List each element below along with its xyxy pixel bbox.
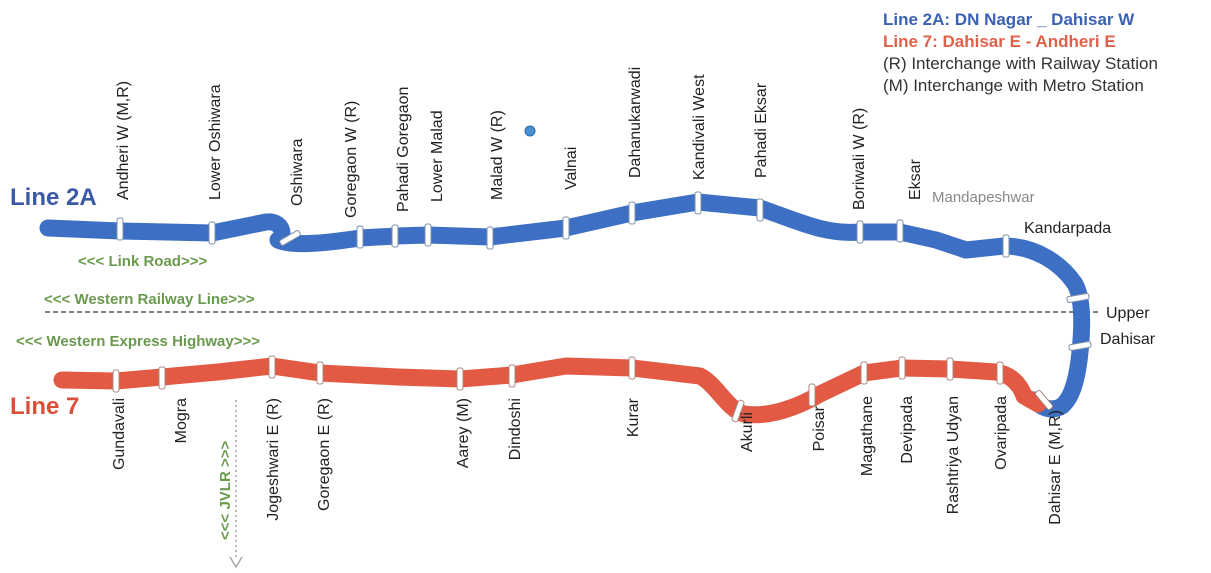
station-label-7: Magathane <box>859 396 876 476</box>
station-label-7: Goregaon E (R) <box>316 398 333 511</box>
station-tick-2a <box>628 201 636 225</box>
station-label-2a: Lower Malad <box>429 110 446 202</box>
station-tick-2a <box>896 219 904 243</box>
station-tick-2a <box>1066 292 1090 304</box>
station-tick-2a <box>356 225 364 249</box>
station-tick-2a <box>562 216 570 240</box>
station-tick-7 <box>456 367 464 391</box>
link-road-label: <<< Link Road>>> <box>78 253 207 270</box>
legend-note-railway: (R) Interchange with Railway Station <box>883 54 1158 73</box>
station-label-2a: Malad W (R) <box>489 110 506 200</box>
station-label-7: Kurar <box>625 397 642 437</box>
station-tick-2a <box>486 226 494 250</box>
station-mandapeshwar: Mandapeshwar <box>932 189 1035 206</box>
western-railway-label: <<< Western Railway Line>>> <box>44 291 255 308</box>
station-tick-2a <box>1068 340 1092 352</box>
station-label-7: Ovaripada <box>993 396 1010 470</box>
station-label-2a: Pahadi Goregaon <box>395 87 412 212</box>
station-label-7: Rashtriya Udyan <box>945 396 962 514</box>
western-express-label: <<< Western Express Highway>>> <box>16 333 260 350</box>
station-label-7: Aarey (M) <box>455 398 472 468</box>
station-tick-2a <box>694 191 702 215</box>
station-tick-7 <box>946 357 954 381</box>
station-tick-7 <box>1034 389 1054 411</box>
station-label-2a: Lower Oshiwara <box>207 84 224 200</box>
station-label-7: Dahisar E (M,R) <box>1047 410 1064 525</box>
station-label-7: Devipada <box>899 396 916 464</box>
station-tick-2a <box>856 220 864 244</box>
station-tick-7 <box>996 361 1004 385</box>
jvlr-arrow-head <box>229 556 243 569</box>
station-tick-2a <box>279 230 301 246</box>
line2a-label: Line 2A <box>10 184 97 211</box>
station-label-7: Jogeshwari E (R) <box>265 398 282 521</box>
station-label-7: Poisar <box>811 405 828 451</box>
station-dahisar: Dahisar <box>1100 331 1156 348</box>
station-label-7: Dindoshi <box>507 398 524 460</box>
jvlr-label: <<< JVLR >>> <box>217 441 234 540</box>
legend-note-metro: (M) Interchange with Metro Station <box>883 76 1144 95</box>
line7-station-ticks <box>112 355 1054 423</box>
station-tick-7 <box>898 356 906 380</box>
station-label-2a: Boriwali W (R) <box>851 108 868 210</box>
station-label-7: Gundavali <box>111 398 128 470</box>
legend-line7: Line 7: Dahisar E - Andheri E <box>883 32 1116 51</box>
line7-label: Line 7 <box>10 393 79 420</box>
legend: Line 2A: DN Nagar _ Dahisar W Line 7: Da… <box>883 9 1158 97</box>
station-label-2a: Valnai <box>563 147 580 190</box>
station-tick-2a <box>424 223 432 247</box>
station-tick-7 <box>158 366 166 390</box>
station-tick-7 <box>316 361 324 385</box>
station-kandarpada: Kandarpada <box>1024 220 1111 237</box>
line2a-station-ticks <box>116 191 1092 352</box>
station-label-2a: Goregaon W (R) <box>343 101 360 218</box>
station-label-7: Akurli <box>739 412 756 452</box>
station-tick-7 <box>808 383 816 407</box>
legend-line2a-name: Line 2A: <box>883 10 951 29</box>
station-tick-2a <box>391 224 399 248</box>
line2a-station-labels: Andheri W (M,R) Lower Oshiwara Oshiwara Gor… <box>115 67 924 218</box>
station-label-7: Mogra <box>173 398 190 443</box>
station-tick-2a <box>116 217 124 241</box>
station-tick-2a <box>1002 234 1010 258</box>
legend-line2a: Line 2A: DN Nagar _ Dahisar W <box>883 9 1158 31</box>
station-label-2a: Eksar <box>907 158 924 200</box>
station-tick-7 <box>628 356 636 380</box>
station-label-2a: Kandivali West <box>691 74 708 180</box>
station-label-2a: Oshiwara <box>289 138 306 206</box>
station-label-2a: Dahanukarwadi <box>627 67 644 178</box>
station-dot <box>524 125 536 137</box>
station-label-2a: Pahadi Eksar <box>753 82 770 178</box>
station-label-2a: Andheri W (M,R) <box>115 81 132 200</box>
station-tick-2a <box>208 221 216 245</box>
line7-route <box>53 357 1047 424</box>
station-tick-7 <box>860 361 868 385</box>
station-tick-7 <box>268 355 276 379</box>
station-tick-2a <box>756 198 764 222</box>
station-tick-7 <box>731 399 745 423</box>
legend-line2a-route: DN Nagar _ Dahisar W <box>954 10 1135 29</box>
station-tick-7 <box>508 364 516 388</box>
line7-station-labels: Gundavali Mogra Jogeshwari E (R) Goregaon E… <box>111 396 1064 525</box>
station-tick-7 <box>112 369 120 393</box>
station-upper: Upper <box>1106 305 1150 322</box>
